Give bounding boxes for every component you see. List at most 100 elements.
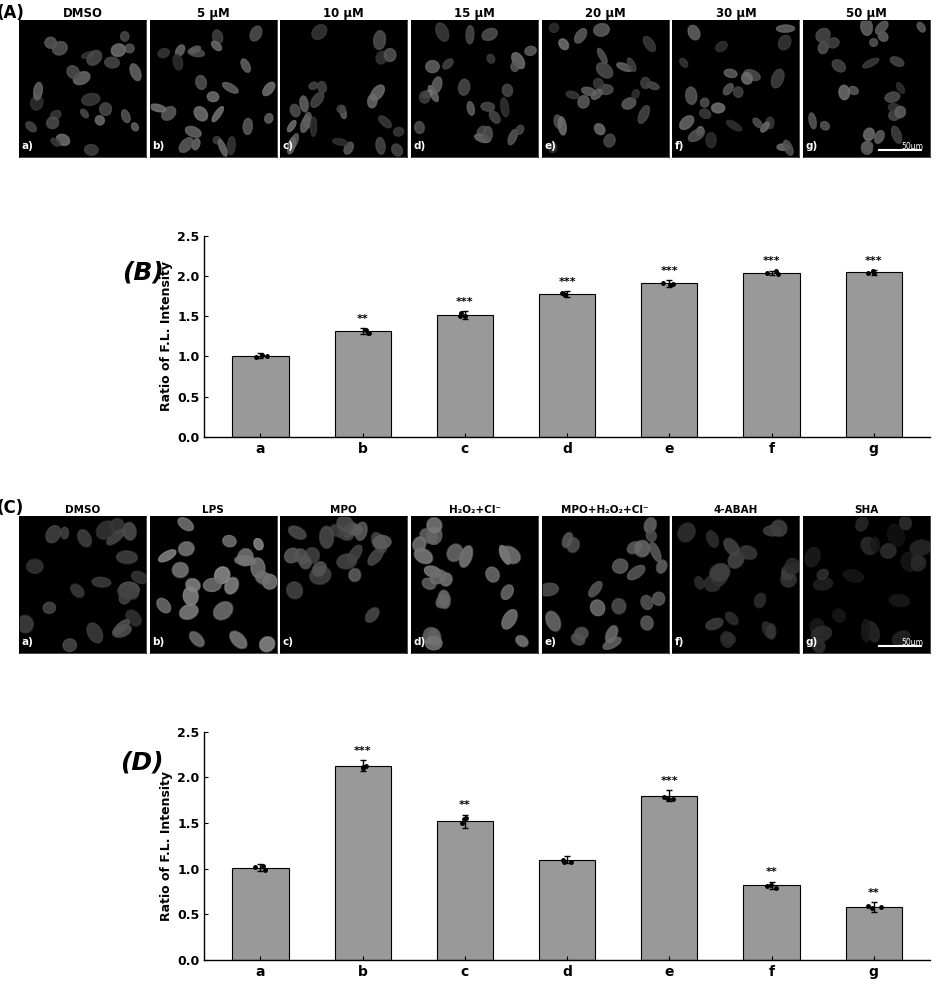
Ellipse shape [700,99,709,107]
Bar [539,294,595,437]
Ellipse shape [112,44,125,56]
Ellipse shape [100,103,111,115]
Ellipse shape [379,116,391,127]
Ellipse shape [78,530,91,546]
Ellipse shape [882,544,895,558]
Ellipse shape [912,554,923,567]
Ellipse shape [501,585,513,599]
Y-axis label: Ratio of F.L. Intensity: Ratio of F.L. Intensity [160,261,173,411]
Ellipse shape [113,620,129,635]
Ellipse shape [178,518,194,531]
Title: MPO+H₂O₂+Cl⁻: MPO+H₂O₂+Cl⁻ [562,505,649,515]
Ellipse shape [612,559,628,573]
Ellipse shape [288,137,295,154]
Text: **: ** [357,314,368,324]
Text: e): e) [545,141,556,151]
Ellipse shape [646,530,657,541]
Ellipse shape [885,92,900,102]
Ellipse shape [845,571,863,581]
Ellipse shape [263,83,274,95]
Ellipse shape [724,70,736,77]
Ellipse shape [331,525,344,536]
Ellipse shape [512,63,518,71]
Ellipse shape [87,51,102,65]
Ellipse shape [558,117,566,135]
Ellipse shape [46,38,56,48]
Text: (C): (C) [0,499,24,517]
Ellipse shape [33,82,43,100]
Ellipse shape [782,568,794,580]
Ellipse shape [439,591,450,608]
Ellipse shape [895,107,905,117]
Ellipse shape [51,111,61,119]
Ellipse shape [572,634,585,644]
Ellipse shape [290,104,300,117]
Ellipse shape [218,140,227,156]
Ellipse shape [82,94,100,105]
Ellipse shape [641,616,653,630]
Ellipse shape [863,142,872,151]
Bar [437,821,493,960]
Ellipse shape [642,78,650,88]
Ellipse shape [186,127,201,137]
Ellipse shape [132,123,139,131]
Ellipse shape [130,64,140,80]
Ellipse shape [706,133,716,147]
Ellipse shape [193,139,199,149]
Ellipse shape [744,70,760,80]
Ellipse shape [871,537,880,552]
Ellipse shape [716,42,727,51]
Ellipse shape [779,36,791,49]
Ellipse shape [238,549,252,565]
Ellipse shape [782,564,799,575]
Ellipse shape [817,569,828,579]
Ellipse shape [119,592,130,604]
Ellipse shape [288,121,296,132]
Ellipse shape [723,634,735,643]
Ellipse shape [889,111,900,120]
Ellipse shape [174,55,182,70]
Ellipse shape [104,57,120,68]
Ellipse shape [310,567,330,584]
Ellipse shape [911,556,925,571]
Ellipse shape [419,91,430,103]
Ellipse shape [812,639,825,652]
Ellipse shape [686,87,697,104]
Title: 20 μM: 20 μM [585,7,625,20]
Ellipse shape [92,577,111,587]
Title: DMSO: DMSO [65,505,100,515]
Ellipse shape [366,608,379,622]
Ellipse shape [876,21,888,34]
Ellipse shape [819,42,828,53]
Ellipse shape [742,73,753,84]
Ellipse shape [597,63,612,78]
Ellipse shape [653,592,664,605]
Ellipse shape [373,535,391,548]
Ellipse shape [301,116,309,132]
Text: ***: *** [456,297,474,307]
Ellipse shape [688,25,699,40]
Ellipse shape [422,578,436,589]
Ellipse shape [869,39,878,46]
Ellipse shape [392,144,402,156]
Ellipse shape [816,29,829,42]
Ellipse shape [120,582,140,597]
Ellipse shape [349,525,362,535]
Ellipse shape [547,612,560,631]
Title: SHA: SHA [854,505,879,515]
Ellipse shape [753,118,762,128]
Ellipse shape [173,563,188,577]
Ellipse shape [356,522,367,540]
Ellipse shape [712,566,727,585]
Title: 30 μM: 30 μM [716,7,756,20]
Text: f): f) [675,637,684,647]
Text: **: ** [766,867,777,877]
Ellipse shape [486,567,499,582]
Ellipse shape [285,548,299,563]
Ellipse shape [697,127,703,135]
Ellipse shape [538,583,558,596]
Ellipse shape [810,620,824,635]
Ellipse shape [313,562,326,576]
Ellipse shape [27,122,36,131]
Ellipse shape [338,555,356,568]
